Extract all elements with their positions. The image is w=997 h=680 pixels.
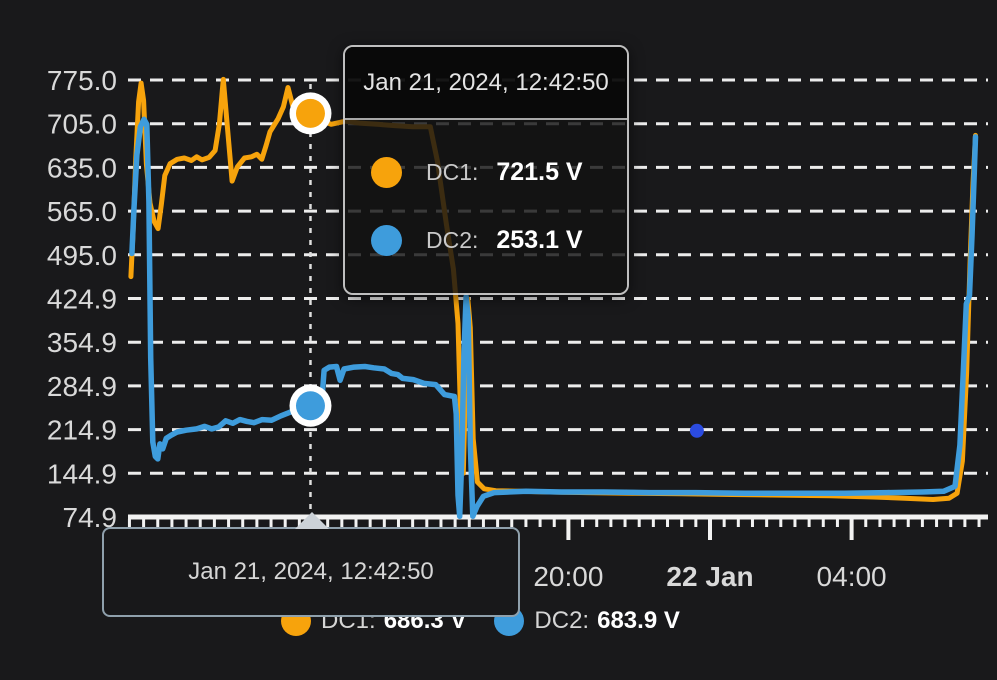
x-tooltip-timestamp: Jan 21, 2024, 12:42:50: [188, 558, 434, 585]
y-axis-label: 424.9: [47, 284, 117, 315]
tooltip-notch-icon: [295, 512, 329, 529]
legend-dc2-value: 683.9 V: [597, 607, 680, 634]
x-axis-tooltip: Jan 21, 2024, 12:42:50: [102, 512, 520, 617]
tooltip-dc1-label: DC1:: [426, 159, 479, 185]
x-axis-label: 20:00: [533, 561, 603, 592]
y-axis-label: 705.0: [47, 109, 117, 140]
legend-dc2-label: DC2:: [534, 607, 590, 634]
x-axis-label: 22 Jan: [666, 561, 753, 592]
y-axis-label: 284.9: [47, 371, 117, 402]
dc2-color-dot: [371, 225, 402, 256]
tooltip-timestamp: Jan 21, 2024, 12:42:50: [345, 47, 627, 120]
y-axis-label: 635.0: [47, 152, 117, 183]
dc1-marker[interactable]: [295, 98, 325, 128]
dc1-color-dot: [371, 157, 402, 188]
y-axis-label: 565.0: [47, 196, 117, 227]
stray-data-point: [689, 423, 704, 438]
y-axis-label: 354.9: [47, 327, 117, 358]
tooltip-row-dc2: DC2: 253.1 V: [371, 225, 627, 256]
tooltip-dc2-label: DC2:: [426, 227, 479, 253]
dc2-marker[interactable]: [295, 391, 325, 421]
crosshair-tooltip: Jan 21, 2024, 12:42:50 DC1: 721.5 V DC2:…: [343, 45, 629, 295]
tooltip-row-dc1: DC1: 721.5 V: [371, 157, 627, 188]
tooltip-body: DC1: 721.5 V DC2: 253.1 V: [345, 120, 627, 293]
y-axis-label: 775.0: [47, 65, 117, 96]
x-axis-label: 04:00: [817, 561, 887, 592]
tooltip-dc1-value: 721.5 V: [496, 158, 583, 186]
legend-item-dc2[interactable]: DC2: 683.9 V: [494, 606, 680, 636]
dc2-line[interactable]: [129, 116, 979, 520]
y-axis-label: 495.0: [47, 240, 117, 271]
y-axis-label: 144.9: [47, 458, 117, 489]
y-axis-label: 214.9: [47, 415, 117, 446]
tooltip-dc2-value: 253.1 V: [496, 226, 583, 254]
